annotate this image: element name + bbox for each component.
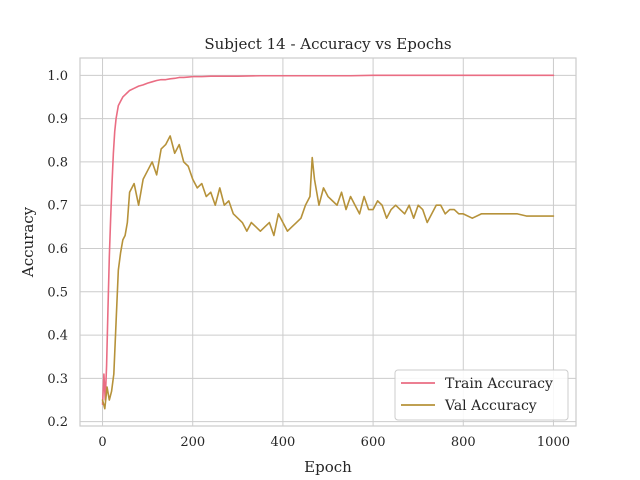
series-layer xyxy=(101,74,555,410)
y-tick-label: 0.2 xyxy=(47,415,68,430)
x-tick-label: 600 xyxy=(361,435,386,450)
tick-labels: 0 200 400 600 800 1000 0.2 0.3 0.4 0.5 0.6 0.7 0.8 0.… xyxy=(47,69,570,450)
y-tick-label: 0.3 xyxy=(47,372,68,387)
plot-frame xyxy=(79,57,577,427)
train-accuracy-line xyxy=(101,74,555,406)
x-tick-label: 400 xyxy=(270,435,295,450)
legend-box xyxy=(394,369,569,421)
x-axis-label: Epoch xyxy=(304,458,352,476)
x-tick-label: 200 xyxy=(180,435,205,450)
y-tick-label: 0.5 xyxy=(47,285,68,300)
legend-label-train: Train Accuracy xyxy=(445,376,553,392)
y-tick-label: 0.8 xyxy=(47,155,68,170)
chart-title: Subject 14 - Accuracy vs Epochs xyxy=(204,35,451,53)
plot-area xyxy=(80,58,576,426)
y-tick-label: 1.0 xyxy=(47,69,68,84)
y-tick-label: 0.7 xyxy=(47,199,68,214)
y-tick-label: 0.6 xyxy=(47,242,68,257)
y-tick-label: 0.4 xyxy=(47,329,68,344)
y-tick-label: 0.9 xyxy=(47,112,68,127)
x-tick-label: 1000 xyxy=(537,435,570,450)
x-tick-label: 0 xyxy=(98,435,106,450)
y-axis-label: Accuracy xyxy=(19,206,37,278)
legend: Train Accuracy Val Accuracy xyxy=(394,369,569,421)
x-tick-label: 800 xyxy=(451,435,476,450)
val-accuracy-line xyxy=(101,135,555,410)
legend-label-val: Val Accuracy xyxy=(444,398,537,414)
